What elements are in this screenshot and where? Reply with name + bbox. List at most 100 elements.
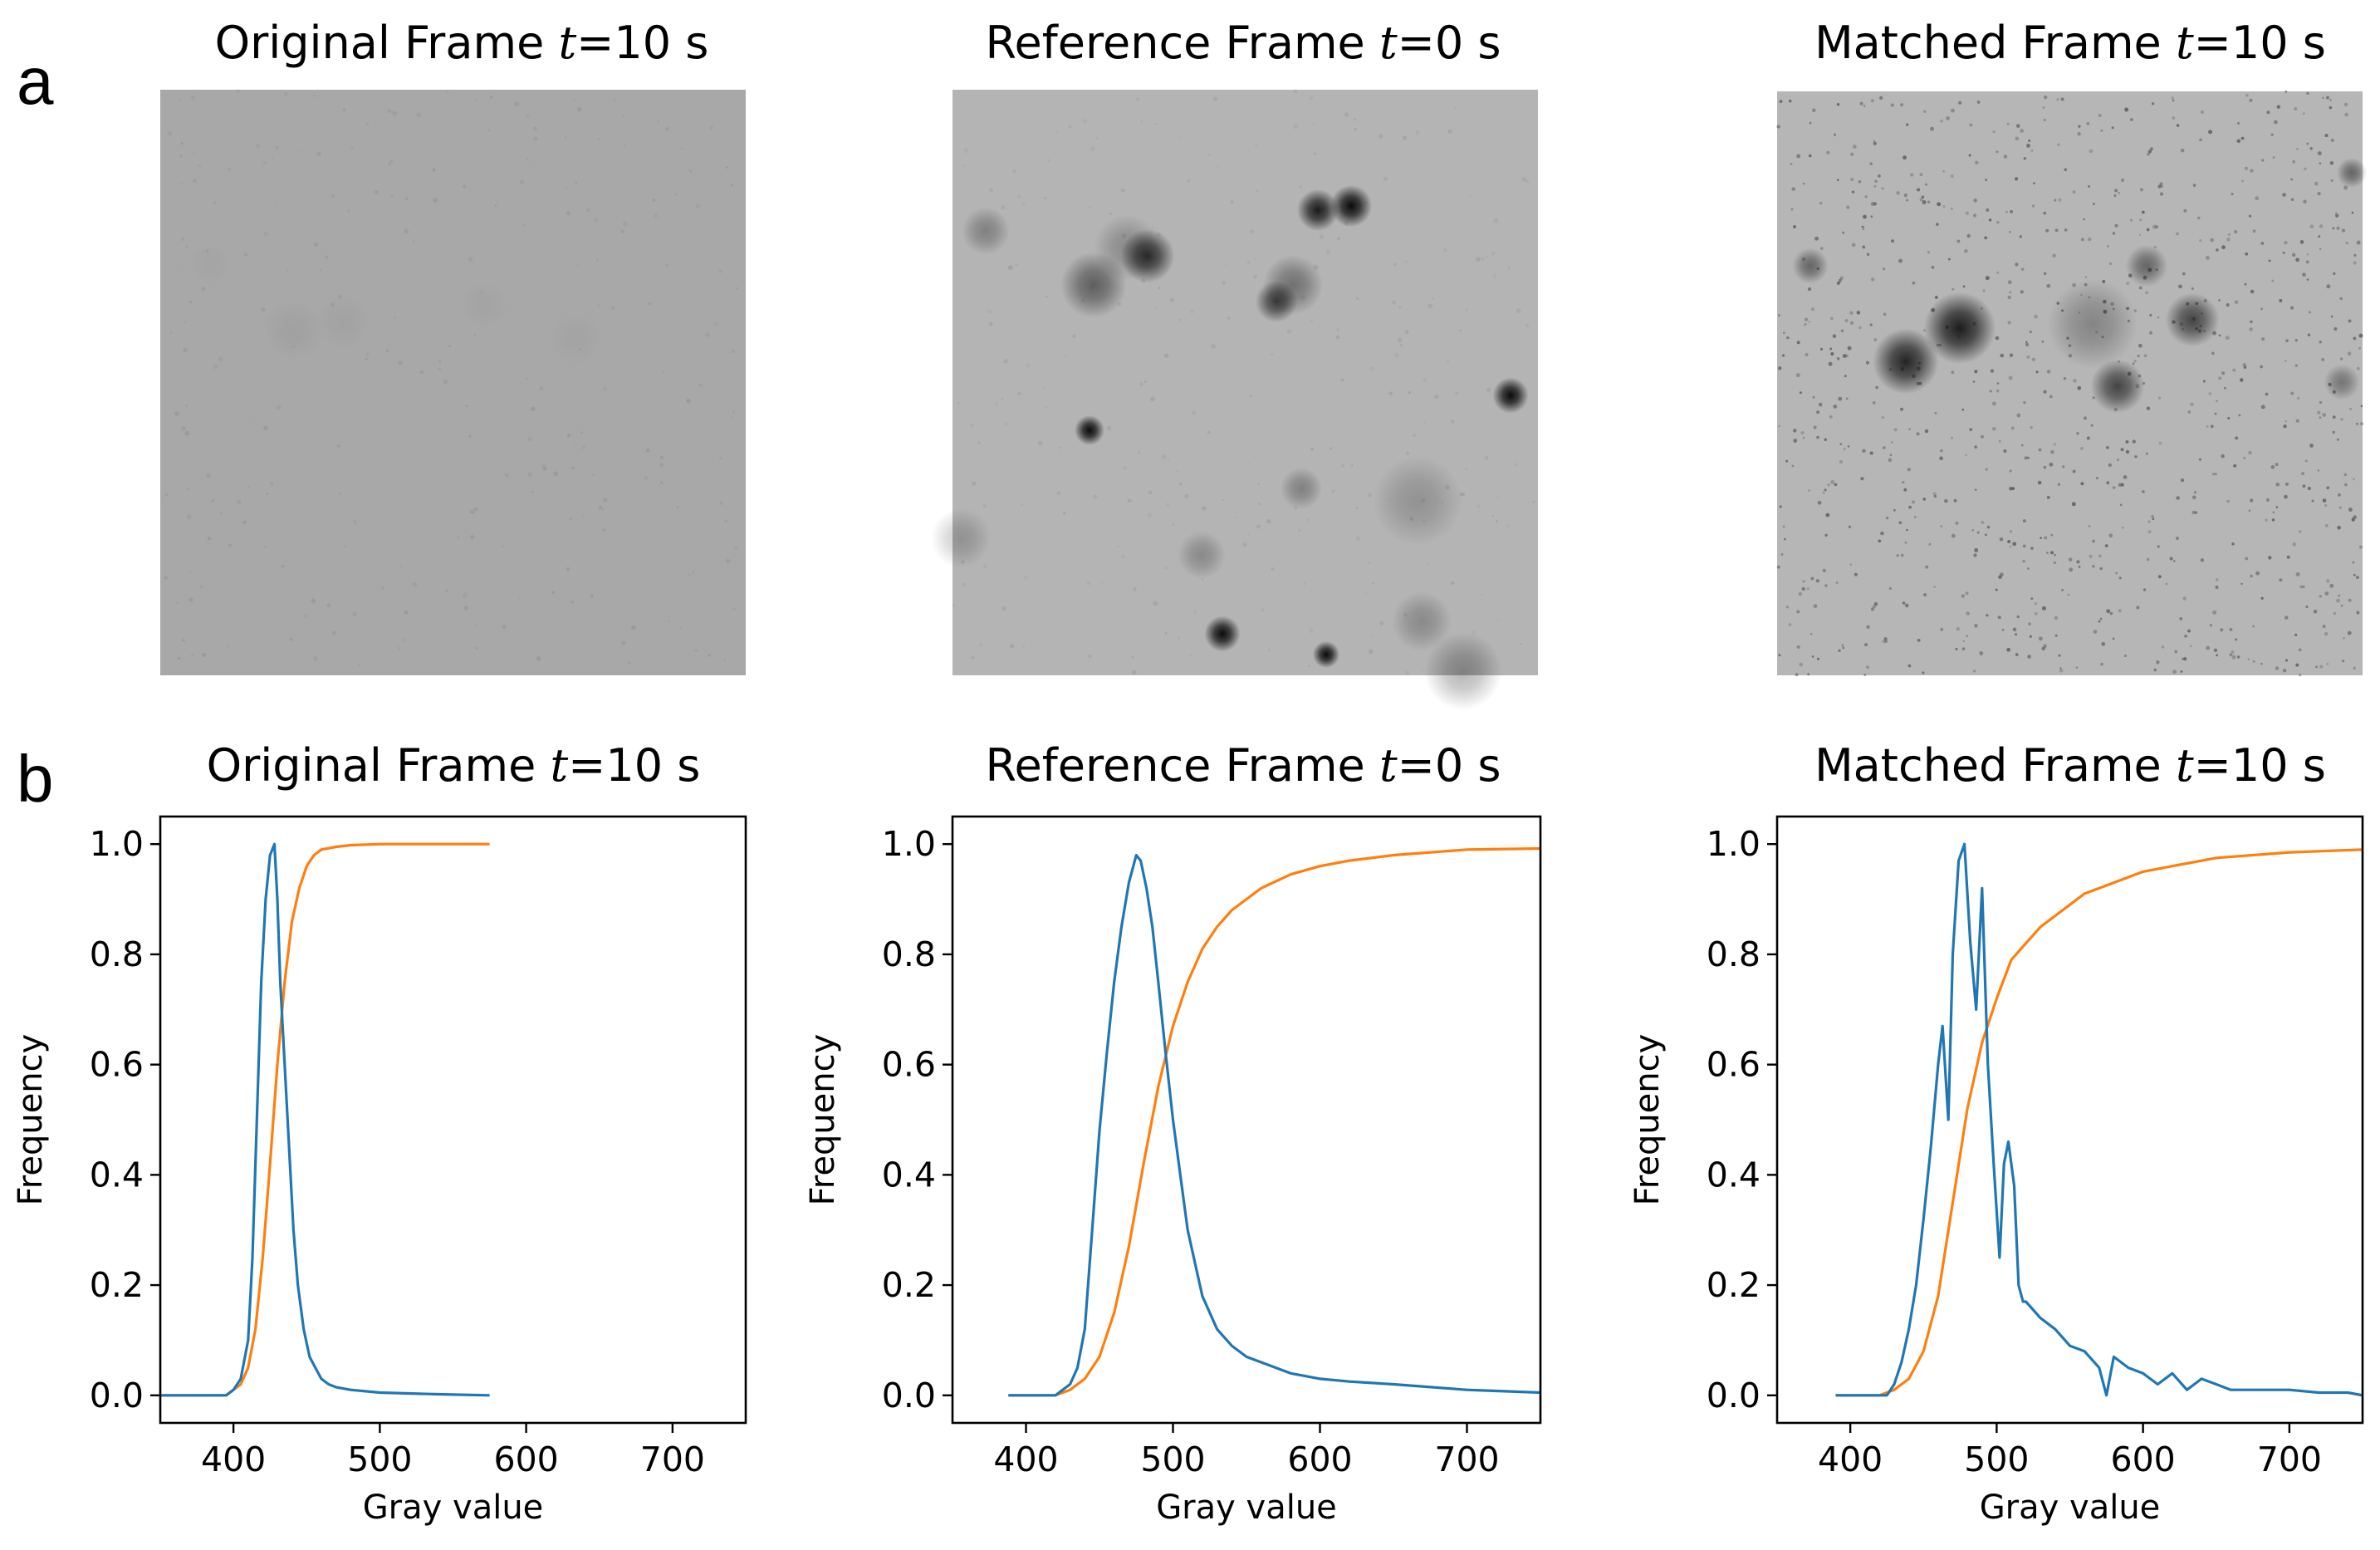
noise-dot	[1121, 189, 1125, 193]
noise-dot	[2113, 194, 2117, 198]
noise-dot	[1833, 405, 1838, 409]
noise-dot	[1356, 297, 1359, 301]
noise-dot	[1178, 482, 1183, 486]
noise-dot	[1355, 507, 1359, 510]
noise-dot	[1974, 547, 1979, 552]
particle-spot	[1075, 415, 1104, 445]
noise-dot	[1847, 346, 1852, 351]
noise-dot	[180, 182, 183, 185]
noise-dot	[1956, 239, 1961, 243]
noise-dot	[1187, 179, 1191, 183]
noise-dot	[2314, 181, 2319, 186]
noise-dot	[2216, 400, 2218, 403]
noise-dot	[1893, 428, 1898, 432]
noise-dot	[2083, 416, 2088, 420]
y-tick-label: 0.8	[882, 934, 936, 974]
noise-dot	[2108, 463, 2113, 468]
noise-dot	[2142, 588, 2147, 591]
noise-dot	[2072, 190, 2076, 194]
noise-dot	[2106, 481, 2110, 485]
noise-dot	[2304, 167, 2307, 171]
noise-dot	[1256, 482, 1260, 485]
noise-dot	[565, 136, 568, 140]
particle-spot	[962, 207, 1010, 255]
y-tick-label: 1.0	[1707, 824, 1761, 864]
noise-dot	[2294, 364, 2298, 367]
noise-dot	[2326, 663, 2329, 665]
noise-dot	[2347, 351, 2352, 356]
noise-dot	[1824, 533, 1828, 537]
noise-dot	[1838, 278, 1842, 282]
noise-dot	[1178, 318, 1182, 321]
noise-dot	[2339, 297, 2343, 301]
noise-dot	[2114, 189, 2118, 193]
noise-dot	[1996, 271, 2000, 274]
noise-dot	[1350, 464, 1354, 467]
noise-dot	[2159, 192, 2164, 196]
noise-dot	[1847, 445, 1850, 448]
y-axis-label: Frequency	[804, 1034, 842, 1206]
noise-dot	[1927, 200, 1931, 204]
noise-dot	[2282, 251, 2285, 254]
noise-dot	[1516, 308, 1521, 313]
noise-dot	[665, 263, 669, 267]
noise-dot	[1944, 498, 1948, 503]
noise-dot	[1807, 287, 1812, 292]
noise-dot	[2145, 291, 2148, 295]
noise-dot	[2057, 483, 2061, 486]
noise-dot	[1392, 300, 1396, 305]
noise-dot	[2143, 354, 2147, 357]
noise-dot	[2141, 489, 2145, 493]
noise-dot	[388, 162, 392, 166]
noise-dot	[183, 321, 186, 324]
noise-dot	[1121, 554, 1125, 559]
noise-dot	[1088, 205, 1092, 208]
noise-dot	[1293, 89, 1298, 94]
noise-dot	[189, 571, 192, 574]
noise-dot	[2015, 136, 2020, 141]
noise-dot	[2194, 511, 2198, 514]
noise-dot	[2151, 515, 2154, 518]
noise-dot	[1885, 516, 1889, 520]
noise-dot	[2260, 307, 2264, 311]
noise-dot	[1353, 118, 1357, 121]
noise-dot	[2348, 319, 2352, 323]
noise-dot	[385, 349, 389, 353]
noise-dot	[1985, 468, 1988, 471]
noise-dot	[1862, 245, 1866, 249]
noise-dot	[1818, 402, 1823, 407]
noise-dot	[1852, 145, 1857, 149]
noise-dot	[2356, 240, 2361, 245]
noise-dot	[1870, 215, 1873, 218]
noise-dot	[2015, 177, 2019, 181]
title-variable: t	[1379, 17, 1398, 69]
noise-dot	[2272, 511, 2275, 514]
noise-dot	[2003, 155, 2008, 159]
noise-dot	[1881, 416, 1884, 419]
noise-dot	[1816, 410, 1819, 414]
noise-dot	[1889, 454, 1893, 457]
noise-dot	[1001, 204, 1006, 210]
noise-dot	[525, 114, 530, 119]
noise-dot	[2187, 410, 2191, 414]
y-tick-label: 0.8	[90, 934, 144, 974]
noise-dot	[1413, 434, 1416, 437]
noise-dot	[1379, 620, 1384, 626]
noise-dot	[1985, 179, 1988, 182]
noise-dot	[680, 147, 683, 150]
noise-dot	[1940, 119, 1943, 123]
noise-dot	[1811, 655, 1814, 658]
noise-dot	[336, 444, 340, 448]
noise-dot	[709, 125, 713, 130]
noise-dot	[1446, 360, 1449, 363]
title-variable: t	[2175, 739, 2194, 792]
noise-dot	[474, 99, 477, 102]
noise-dot	[2063, 377, 2067, 380]
y-tick-label: 0.4	[1707, 1155, 1761, 1194]
noise-dot	[2324, 523, 2329, 527]
noise-dot	[718, 269, 722, 273]
noise-dot	[2228, 233, 2231, 236]
noise-dot	[2120, 483, 2124, 487]
noise-dot	[1454, 107, 1457, 110]
noise-dot	[2249, 327, 2253, 331]
